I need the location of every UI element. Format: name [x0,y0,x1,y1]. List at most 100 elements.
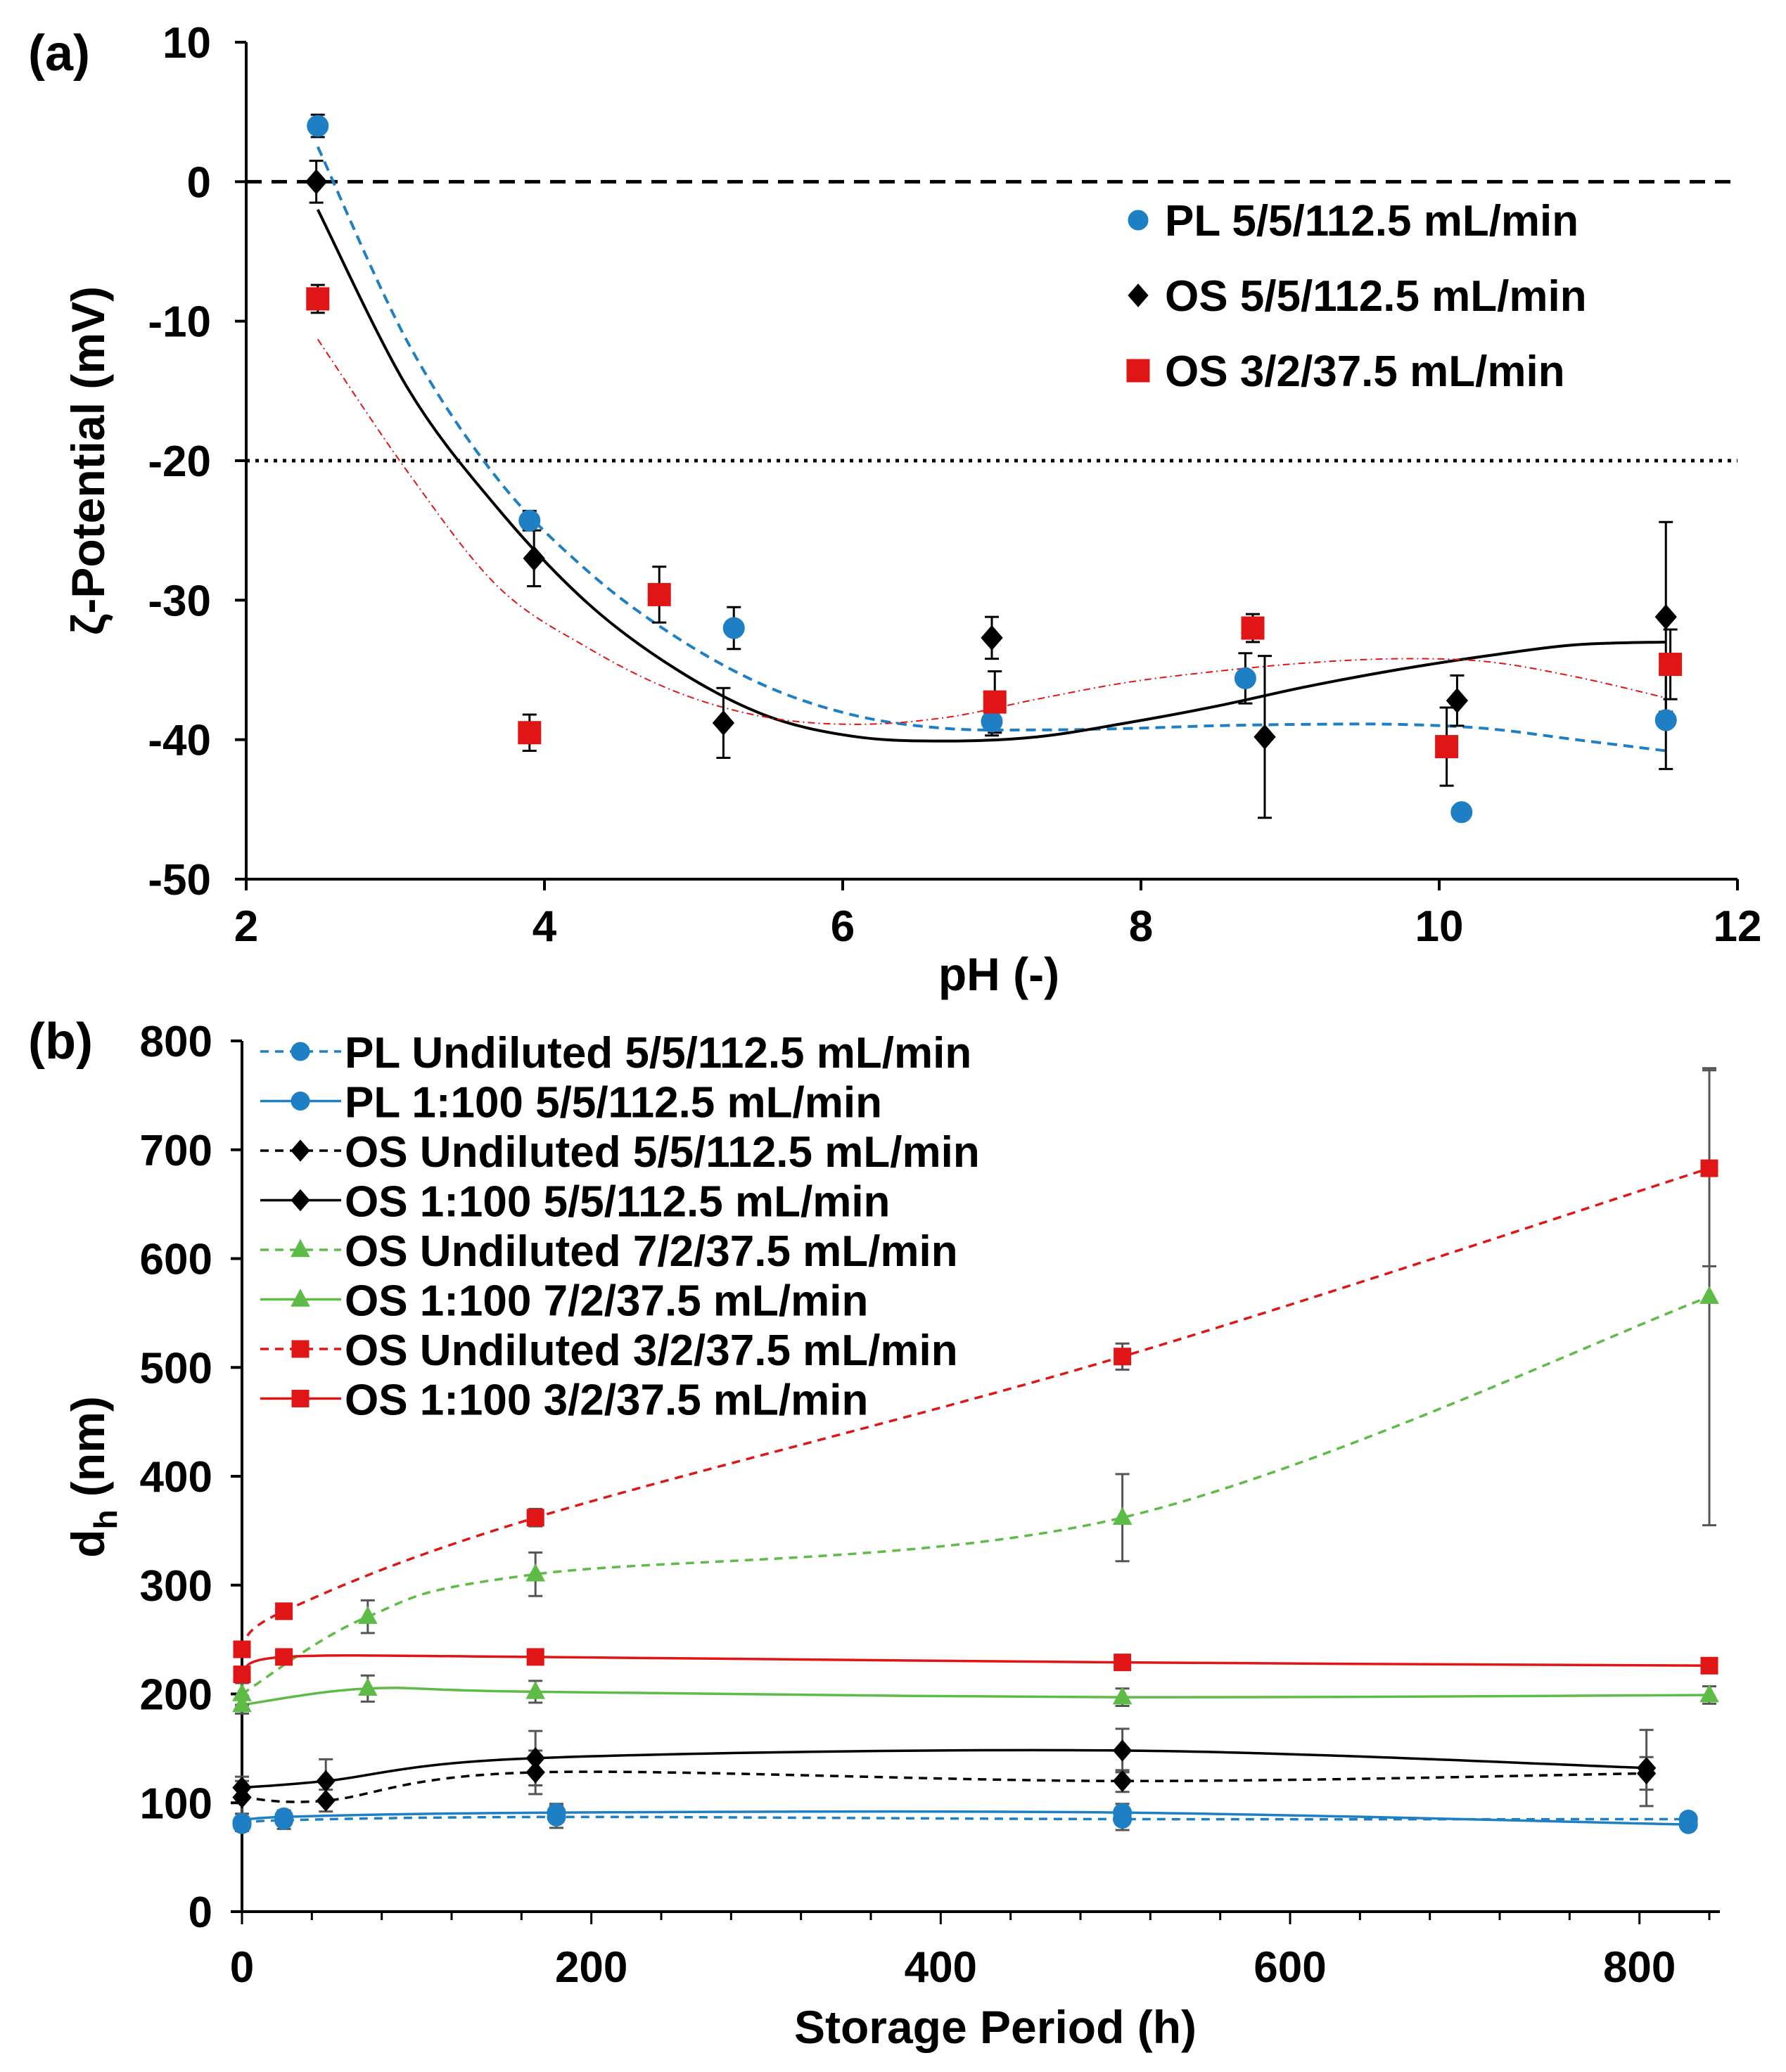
chart-a-fit-line-1 [316,209,1666,743]
chart-b-y-tick-label: 300 [140,1562,212,1611]
chart-b-point-3 [525,1747,545,1770]
chart-a-legend: PL 5/5/112.5 mL/min OS 5/5/112.5 mL/min OS… [1126,197,1587,396]
chart-a-fit-lines [316,146,1666,753]
chart-b-legend-label-6: OS Undiluted 3/2/37.5 mL/min [345,1326,958,1375]
chart-a-x-tick-label: 6 [831,902,855,951]
chart-b-y-tick-label: 100 [140,1779,212,1828]
chart-b-point-3 [232,1776,252,1799]
chart-a-point-1 [981,625,1003,651]
chart-a-legend-marker-1 [1128,283,1149,307]
chart-b-line-1 [241,1810,1689,1826]
chart-b-legend-label-0: PL Undiluted 5/5/112.5 mL/min [345,1029,971,1077]
chart-b-y-tick-label: 400 [140,1453,212,1502]
chart-b-x-label: Storage Period (h) [794,2001,1197,2053]
chart-b-x-tick-label: 200 [555,1943,627,1992]
chart-b-legend-marker-5 [291,1288,310,1307]
chart-b-point-6 [1700,1159,1718,1177]
chart-a-y-tick-label: 0 [187,158,211,207]
chart-a-legend-label-0: PL 5/5/112.5 mL/min [1165,197,1578,245]
chart-b-y-label: dh (nm) [62,1396,124,1558]
chart-b-y-tick-label: 700 [140,1127,212,1175]
chart-b-legend-marker-7 [291,1390,310,1407]
panel-b-label: (b) [28,1013,93,1070]
chart-b-legend-marker-2 [291,1139,310,1162]
chart-a-legend-marker-2 [1126,359,1150,383]
chart-b-line-5 [241,1687,1710,1706]
chart-b-points [232,1159,1719,1834]
chart-b-y-label-unit: (nm) [62,1396,114,1509]
chart-a: (a) 2 4 6 8 10 12 10 0 -10 -20 -30 -40 -50 pH (-) ζ-… [28,19,1761,1000]
chart-a-point-0 [518,509,541,532]
chart-b-y-tick-label: 0 [189,1888,212,1937]
panel-a-label: (a) [28,25,90,82]
chart-a-x-tick-label: 10 [1415,902,1464,951]
chart-a-point-2 [647,582,671,606]
chart-a-y-tick-label: -50 [148,856,211,904]
chart-b-point-5 [1112,1686,1133,1705]
chart-a-points [305,115,1683,824]
chart-b-y-label-main: d [62,1530,114,1558]
chart-a-point-1 [305,169,328,195]
chart-b-legend-marker-0 [291,1042,310,1061]
chart-b-point-6 [275,1602,293,1620]
chart-a-legend-label-2: OS 3/2/37.5 mL/min [1165,347,1565,396]
chart-a-fit-line-2 [317,338,1666,725]
chart-a-reference-lines [246,179,1737,463]
chart-a-y-tick-label: -10 [148,298,211,347]
chart-b-point-1 [274,1807,294,1827]
chart-b-point-7 [526,1648,544,1666]
chart-a-point-0 [1654,709,1677,731]
chart-a-point-1 [712,710,735,736]
chart-a-point-0 [1450,801,1473,824]
chart-a-legend-marker-0 [1128,210,1149,231]
chart-b-point-3 [1112,1739,1133,1762]
chart-b-legend-label-4: OS Undiluted 7/2/37.5 mL/min [345,1227,958,1276]
chart-a-point-1 [1446,688,1469,714]
chart-b-legend-label-2: OS Undiluted 5/5/112.5 mL/min [345,1128,980,1177]
chart-a-point-2 [1435,735,1459,759]
chart-b-line-6 [241,1167,1710,1651]
chart-a-y-tick-label: -30 [148,577,211,625]
chart-b-point-1 [1113,1803,1133,1822]
chart-b-x-tick-label: 400 [905,1943,977,1992]
chart-b-point-5 [1699,1684,1719,1703]
chart-b-y-tick-label: 200 [140,1671,212,1720]
chart-b-point-4 [1112,1507,1133,1526]
chart-b-legend-label-1: PL 1:100 5/5/112.5 mL/min [345,1079,882,1127]
chart-b-x-tick-label: 600 [1254,1943,1326,1992]
chart-b-y-tick-label: 500 [140,1344,212,1393]
chart-b-point-7 [1700,1656,1718,1675]
chart-b-point-7 [275,1648,293,1666]
chart-b-point-2 [1112,1770,1133,1793]
chart-b-point-3 [316,1770,336,1793]
chart-a-fit-line-0 [316,146,1666,753]
chart-a-point-2 [1241,616,1265,640]
chart-b-point-3 [1636,1757,1657,1779]
chart-b-point-6 [526,1509,544,1527]
chart-b-point-7 [233,1665,251,1684]
chart-a-y-tick-label: 10 [162,19,211,68]
chart-b-point-2 [316,1789,336,1812]
chart-a-point-0 [722,617,745,639]
chart-b-point-5 [232,1694,252,1713]
chart-b-y-tick-label: 600 [140,1236,212,1284]
chart-b-point-4 [1699,1286,1719,1304]
chart-a-legend-label-1: OS 5/5/112.5 mL/min [1165,272,1587,321]
chart-a-point-1 [523,545,545,571]
chart-b-legend-marker-1 [291,1092,310,1111]
chart-a-point-0 [1234,667,1256,689]
chart-a-x-tick-label: 12 [1714,902,1762,951]
chart-a-y-label: ζ-Potential (mV) [62,286,114,635]
chart-a-x-tick-label: 4 [532,902,557,951]
chart-a-point-1 [1254,724,1276,750]
chart-b-ticks: 0 200 400 600 800 800 700 600 500 400 300 200 100 0 [140,1018,1711,1992]
chart-b-point-5 [525,1681,546,1699]
chart-b-point-6 [233,1640,251,1658]
chart-b-legend-marker-4 [291,1239,310,1258]
chart-a-point-1 [1654,604,1677,630]
chart-b-line-0 [241,1815,1689,1826]
chart-a-point-0 [307,115,329,137]
chart-b-point-4 [357,1606,378,1624]
